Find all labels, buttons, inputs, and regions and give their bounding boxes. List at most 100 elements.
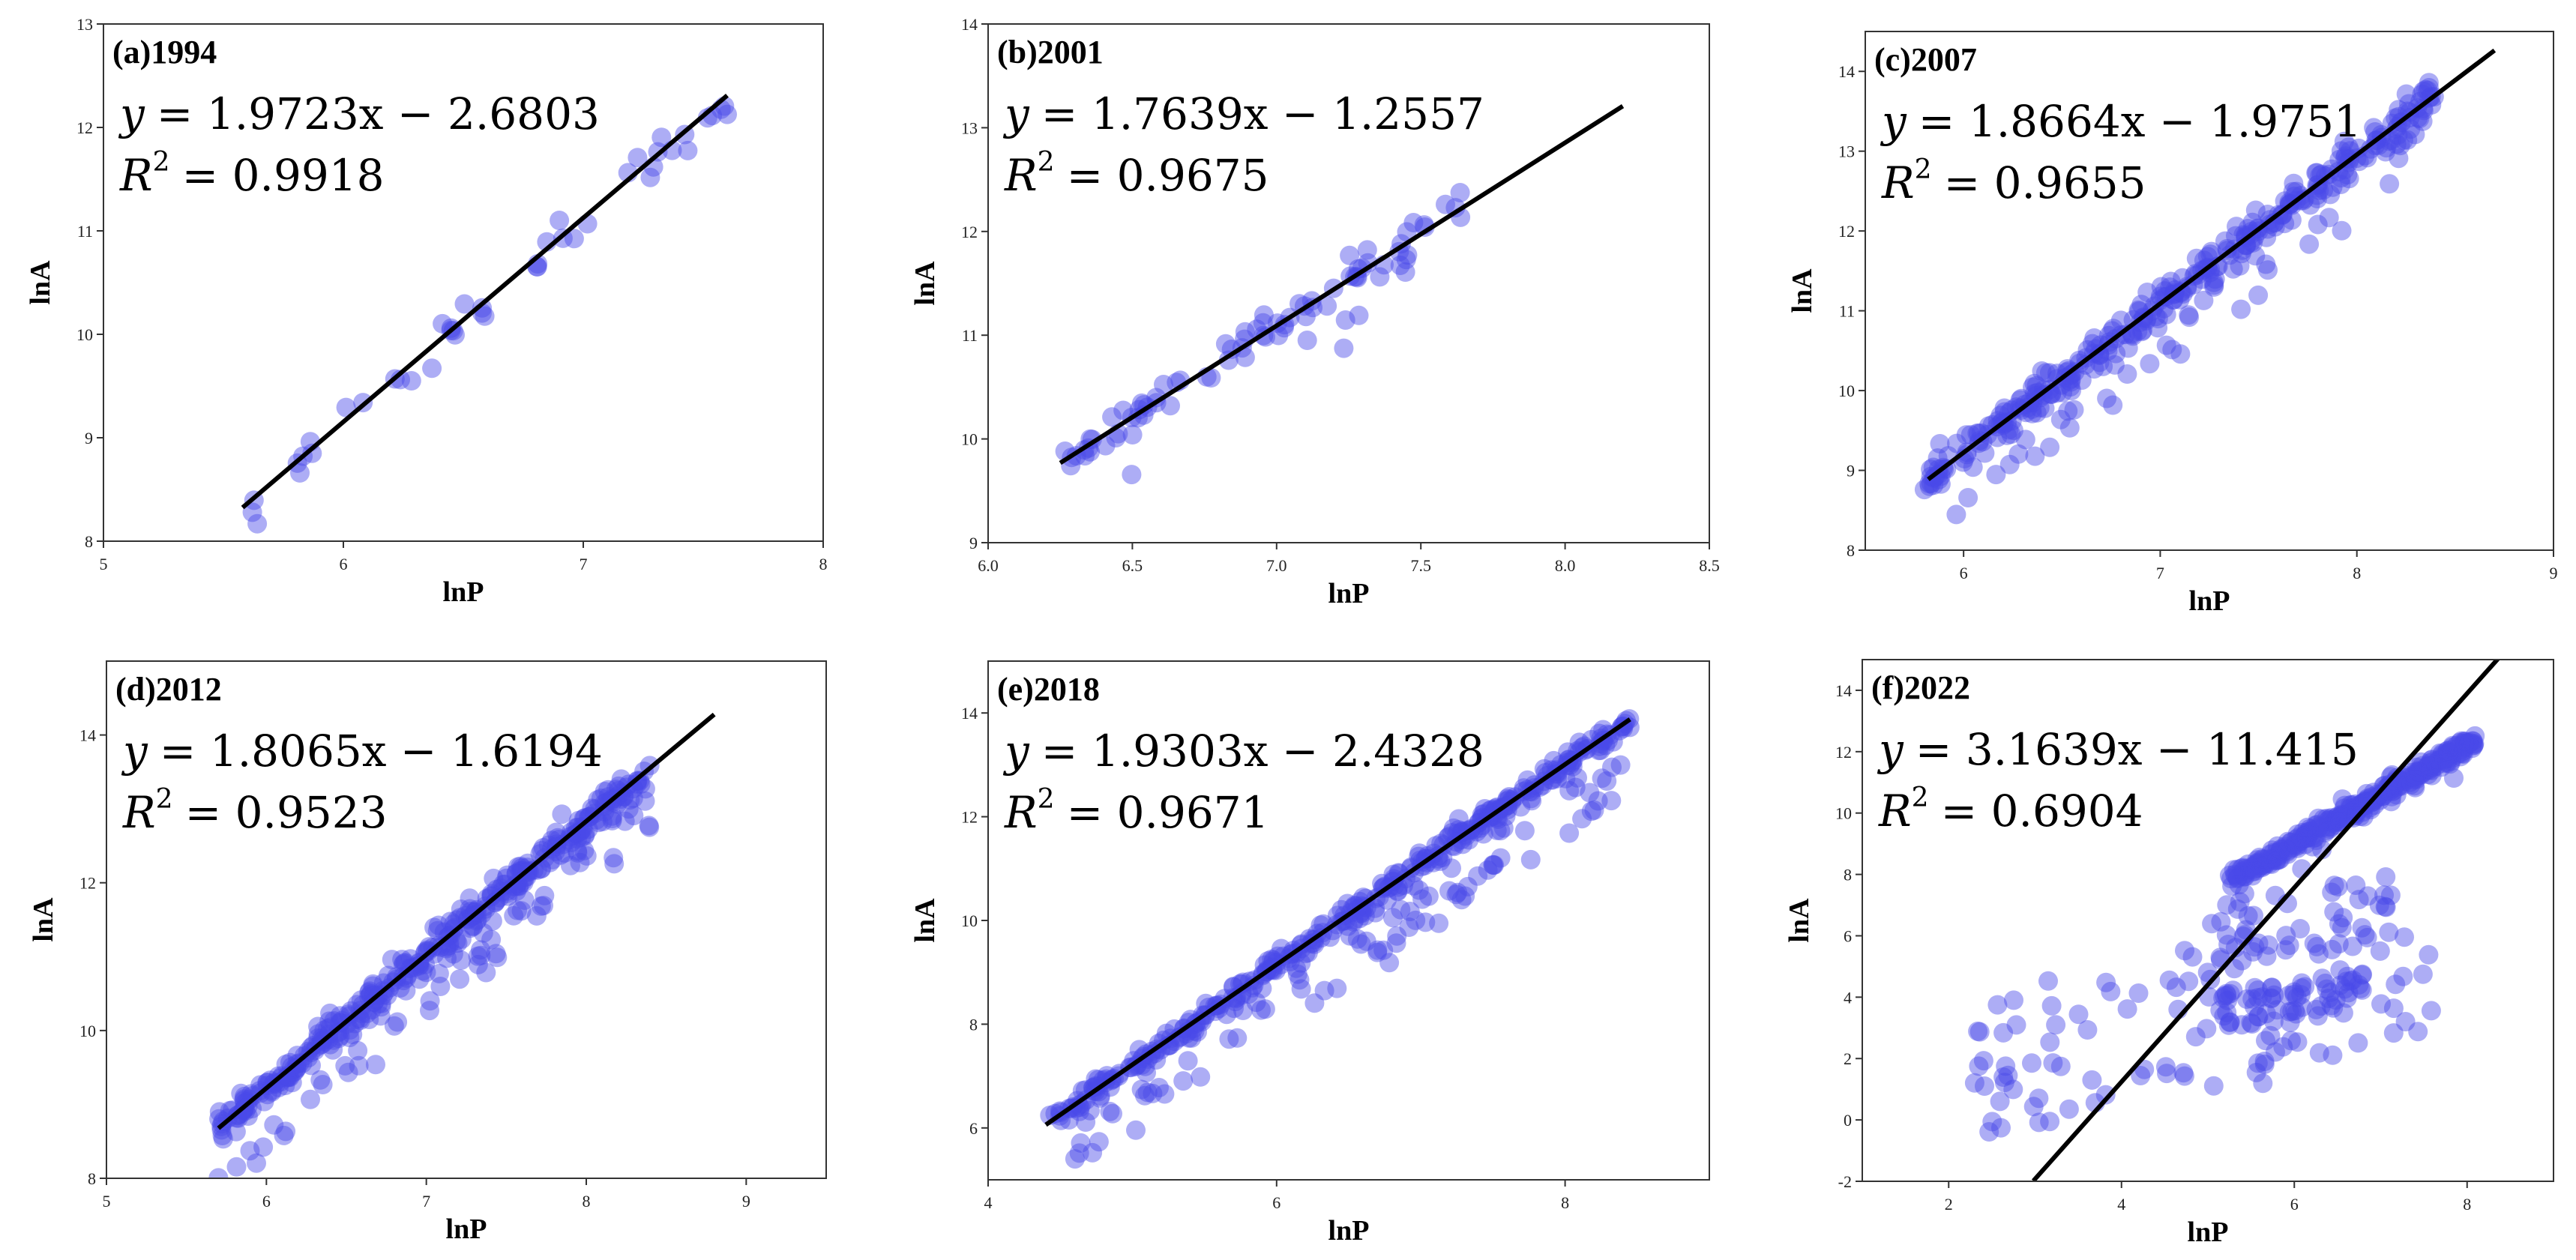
data-point bbox=[2248, 933, 2269, 953]
data-point bbox=[1059, 1110, 1079, 1130]
data-point bbox=[330, 1013, 349, 1033]
data-point bbox=[2333, 908, 2353, 928]
data-point bbox=[1511, 797, 1531, 817]
data-point bbox=[471, 940, 490, 960]
data-point bbox=[2231, 299, 2251, 319]
data-point bbox=[412, 961, 433, 981]
data-point bbox=[595, 782, 615, 801]
data-point bbox=[2101, 981, 2121, 1001]
y-tick-label: 8 bbox=[969, 1015, 978, 1034]
data-point bbox=[1559, 780, 1580, 801]
data-point bbox=[419, 937, 439, 957]
x-tick-label: 8 bbox=[1561, 1193, 1569, 1212]
data-point bbox=[1291, 953, 1311, 973]
data-point bbox=[1227, 987, 1247, 1007]
data-point bbox=[1386, 933, 1406, 953]
data-point bbox=[1217, 1004, 1237, 1025]
data-point bbox=[2248, 1007, 2268, 1027]
data-point bbox=[1083, 1142, 1103, 1163]
data-point bbox=[1169, 1028, 1189, 1048]
x-tick-label: 6 bbox=[1960, 564, 1968, 582]
data-point bbox=[2447, 735, 2467, 756]
data-point bbox=[2453, 741, 2473, 761]
data-point bbox=[2089, 346, 2110, 365]
data-point bbox=[2057, 359, 2077, 379]
fit-line bbox=[217, 712, 716, 1130]
data-point bbox=[451, 929, 472, 949]
data-point bbox=[429, 915, 448, 935]
x-tick-label: 5 bbox=[103, 1192, 111, 1211]
data-point bbox=[2300, 821, 2320, 841]
data-point bbox=[2287, 836, 2307, 856]
data-point bbox=[2323, 998, 2344, 1018]
data-point bbox=[2024, 384, 2044, 403]
data-point bbox=[2442, 739, 2462, 759]
data-point bbox=[352, 1004, 372, 1024]
data-point bbox=[2257, 849, 2277, 869]
data-point bbox=[1520, 849, 1541, 869]
data-point bbox=[2374, 885, 2394, 905]
data-point bbox=[486, 890, 506, 911]
data-point bbox=[1455, 886, 1475, 906]
x-tick-label: 6 bbox=[340, 555, 348, 573]
data-point bbox=[2237, 859, 2257, 879]
data-point bbox=[2353, 964, 2372, 984]
fit-equation: y = 1.9303x − 2.4328 bbox=[1002, 726, 1484, 777]
data-point bbox=[2245, 246, 2266, 266]
data-point bbox=[2394, 130, 2413, 150]
data-point bbox=[1581, 801, 1601, 822]
x-tick-label: 4 bbox=[2117, 1195, 2125, 1214]
data-point bbox=[2441, 744, 2461, 765]
r-base: R bbox=[1878, 786, 1912, 837]
data-point bbox=[2381, 130, 2401, 151]
data-point bbox=[2278, 831, 2298, 851]
data-point bbox=[1958, 488, 1978, 507]
data-point bbox=[1403, 875, 1424, 896]
data-point bbox=[2299, 825, 2319, 845]
data-point bbox=[2380, 885, 2401, 905]
data-point bbox=[2457, 733, 2477, 753]
data-point bbox=[1122, 425, 1143, 444]
data-point bbox=[2131, 295, 2152, 315]
data-point bbox=[2405, 124, 2425, 145]
data-point bbox=[448, 933, 468, 953]
data-point bbox=[410, 955, 430, 975]
data-point bbox=[1122, 465, 1142, 485]
data-point bbox=[2408, 762, 2428, 782]
data-point bbox=[1409, 880, 1429, 900]
data-point bbox=[2462, 738, 2482, 759]
data-point bbox=[2349, 138, 2369, 158]
data-point bbox=[2452, 744, 2473, 764]
data-point bbox=[1134, 395, 1154, 415]
x-tick-label: 7.5 bbox=[1410, 556, 1431, 575]
data-point bbox=[2266, 851, 2287, 871]
data-point bbox=[1547, 764, 1568, 784]
data-point bbox=[2293, 822, 2313, 842]
r-value: = 0.9523 bbox=[185, 787, 388, 838]
data-point bbox=[1235, 322, 1255, 342]
data-point bbox=[472, 904, 492, 924]
data-point bbox=[2151, 277, 2171, 297]
data-point bbox=[1574, 736, 1594, 756]
data-point bbox=[2371, 784, 2392, 804]
data-point bbox=[2356, 791, 2377, 811]
plot-frame bbox=[987, 23, 1710, 543]
data-point bbox=[526, 905, 547, 926]
data-point bbox=[2215, 231, 2235, 251]
data-point bbox=[2220, 983, 2240, 1004]
data-point bbox=[2071, 370, 2092, 391]
data-point bbox=[2431, 757, 2452, 777]
data-point bbox=[2104, 355, 2125, 375]
data-point bbox=[574, 840, 595, 860]
data-point bbox=[2292, 973, 2312, 993]
data-point bbox=[595, 801, 615, 822]
data-point bbox=[311, 1028, 331, 1049]
data-point bbox=[2227, 859, 2248, 879]
data-point bbox=[2352, 980, 2372, 1000]
data-point bbox=[2419, 765, 2438, 785]
data-point bbox=[517, 866, 537, 887]
data-point bbox=[1377, 890, 1397, 910]
data-point bbox=[697, 108, 717, 128]
data-point bbox=[2437, 753, 2458, 774]
data-point bbox=[2406, 770, 2426, 789]
